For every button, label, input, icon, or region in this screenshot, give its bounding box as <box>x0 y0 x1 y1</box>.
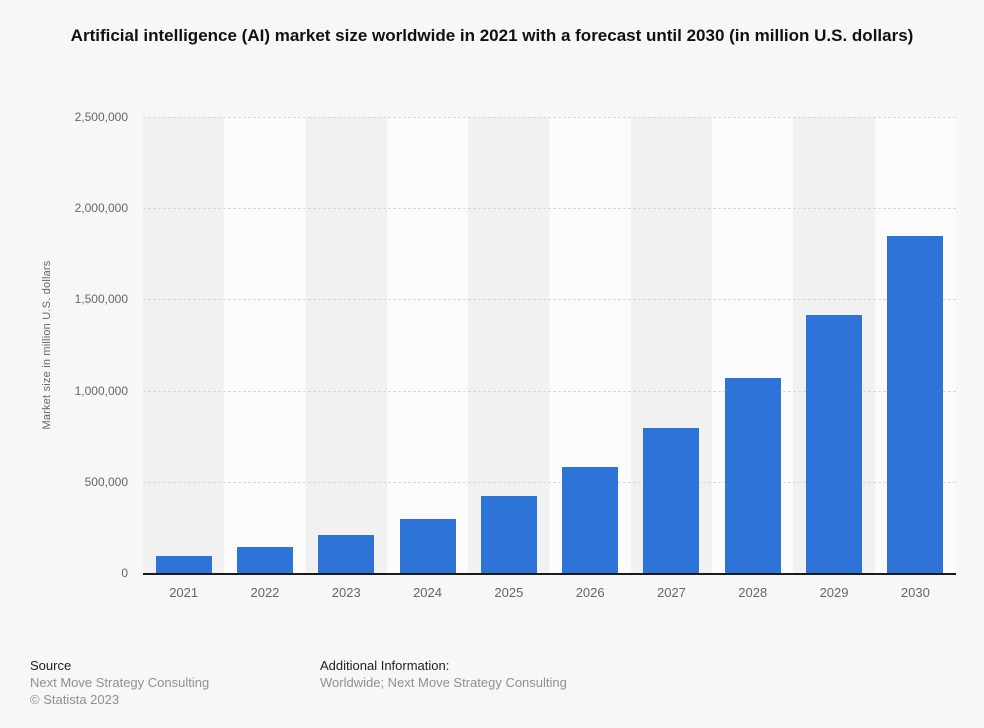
plot-band-2021 <box>143 117 225 573</box>
y-tick-label-2,000,000: 2,000,000 <box>74 201 128 216</box>
chart-title: Artificial intelligence (AI) market size… <box>70 26 914 45</box>
x-tick-label-2023: 2023 <box>331 585 361 600</box>
additional-info-label: Additional Information: <box>320 658 450 673</box>
bar-2030[interactable] <box>887 236 944 573</box>
plot-band-2022 <box>224 117 306 573</box>
y-tick-label-1,500,000: 1,500,000 <box>74 292 128 307</box>
x-tick-label-2026: 2026 <box>575 585 605 600</box>
source-block: Source Next Move Strategy Consulting © S… <box>30 657 209 708</box>
gridline-2,000,000 <box>143 208 956 210</box>
y-tick-label-0: 0 <box>121 566 128 580</box>
x-axis-line <box>143 573 956 575</box>
bar-2028[interactable] <box>724 378 781 573</box>
bar-2025[interactable] <box>480 496 537 573</box>
bar-2029[interactable] <box>806 314 862 573</box>
bar-2024[interactable] <box>399 518 456 573</box>
x-tick-label-2030: 2030 <box>900 585 930 600</box>
source-name: Next Move Strategy Consulting <box>30 675 210 690</box>
source-label: Source <box>30 658 72 673</box>
plot-band-2024 <box>386 117 469 573</box>
x-tick-label-2027: 2027 <box>656 585 686 600</box>
gridline-2,500,000 <box>143 117 956 118</box>
copyright: © Statista 2023 <box>30 692 120 707</box>
x-tick-label-2022: 2022 <box>250 585 280 600</box>
bar-2022[interactable] <box>236 547 293 573</box>
additional-info-block: Additional Information: Worldwide; Next … <box>320 657 567 691</box>
x-tick-label-2029: 2029 <box>819 585 849 600</box>
bar-2023[interactable] <box>318 535 375 573</box>
bar-2026[interactable] <box>562 466 619 573</box>
y-tick-label-2,500,000: 2,500,000 <box>74 110 128 124</box>
gridline-1,000,000 <box>143 390 956 392</box>
gridline-500,000 <box>143 481 956 483</box>
y-tick-label-500,000: 500,000 <box>84 474 128 489</box>
x-tick-label-2028: 2028 <box>738 585 768 600</box>
y-tick-label-1,000,000: 1,000,000 <box>74 383 128 398</box>
gridline-1,500,000 <box>143 299 956 301</box>
bar-2021[interactable] <box>155 555 212 573</box>
bar-2027[interactable] <box>643 427 700 573</box>
x-tick-label-2024: 2024 <box>413 585 442 600</box>
additional-info-value: Worldwide; Next Move Strategy Consulting <box>320 675 567 690</box>
x-tick-label-2025: 2025 <box>494 585 524 600</box>
plot-band-2023 <box>305 117 387 573</box>
x-tick-label-2021: 2021 <box>169 585 199 600</box>
